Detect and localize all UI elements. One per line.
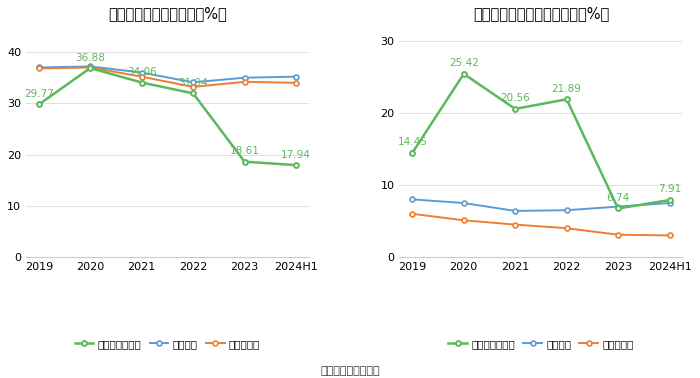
行业中位数: [665, 233, 673, 238]
行业中位数: [459, 218, 468, 223]
Title: 近年来资产负债率情况（%）: 近年来资产负债率情况（%）: [108, 6, 227, 21]
行业均值: [34, 65, 43, 70]
行业均值: [408, 197, 416, 202]
Title: 近年来有息资产负债率情况（%）: 近年来有息资产负债率情况（%）: [473, 6, 609, 21]
行业中位数: [562, 226, 570, 231]
Text: 7.91: 7.91: [658, 184, 681, 195]
行业均值: [137, 70, 146, 75]
Line: 行业中位数: 行业中位数: [410, 211, 672, 238]
Text: 34.06: 34.06: [127, 67, 157, 77]
行业均值: [562, 208, 570, 212]
有息资产负债率: [459, 71, 468, 76]
Line: 公司资产负债率: 公司资产负债率: [36, 66, 298, 167]
Text: 20.56: 20.56: [500, 93, 530, 103]
有息资产负债率: [562, 97, 570, 102]
Text: 6.74: 6.74: [606, 193, 630, 203]
公司资产负债率: [86, 66, 94, 70]
行业均值: [86, 64, 94, 69]
Text: 18.61: 18.61: [230, 146, 260, 156]
行业中位数: [86, 65, 94, 70]
有息资产负债率: [665, 198, 673, 202]
Line: 有息资产负债率: 有息资产负债率: [410, 71, 672, 211]
Text: 数据来源：恒生聚源: 数据来源：恒生聚源: [320, 366, 380, 376]
行业中位数: [189, 85, 197, 89]
Text: 36.88: 36.88: [76, 53, 105, 62]
行业中位数: [34, 66, 43, 71]
有息资产负债率: [614, 206, 622, 211]
行业中位数: [292, 81, 300, 85]
Text: 17.94: 17.94: [281, 150, 311, 160]
Text: 31.94: 31.94: [178, 78, 208, 88]
行业中位数: [511, 222, 519, 227]
Text: 21.89: 21.89: [552, 84, 582, 94]
行业均值: [614, 204, 622, 209]
行业中位数: [408, 212, 416, 216]
行业均值: [665, 201, 673, 205]
行业均值: [459, 201, 468, 205]
公司资产负债率: [240, 160, 248, 164]
Text: 14.45: 14.45: [398, 137, 427, 147]
有息资产负债率: [408, 151, 416, 155]
Line: 行业中位数: 行业中位数: [36, 65, 298, 89]
Line: 行业均值: 行业均值: [410, 197, 672, 213]
公司资产负债率: [137, 80, 146, 85]
行业均值: [240, 76, 248, 80]
行业均值: [292, 74, 300, 79]
行业中位数: [614, 232, 622, 237]
公司资产负债率: [34, 102, 43, 107]
行业中位数: [137, 74, 146, 79]
公司资产负债率: [292, 163, 300, 167]
Text: 25.42: 25.42: [449, 58, 479, 68]
Text: 29.77: 29.77: [24, 89, 54, 99]
Legend: 公司资产负债率, 行业均值, 行业中位数: 公司资产负债率, 行业均值, 行业中位数: [75, 339, 260, 349]
Line: 行业均值: 行业均值: [36, 64, 298, 85]
Legend: 有息资产负债率, 行业均值, 行业中位数: 有息资产负债率, 行业均值, 行业中位数: [448, 339, 634, 349]
行业均值: [189, 80, 197, 85]
有息资产负债率: [511, 107, 519, 111]
行业中位数: [240, 79, 248, 84]
行业均值: [511, 209, 519, 213]
公司资产负债率: [189, 91, 197, 96]
